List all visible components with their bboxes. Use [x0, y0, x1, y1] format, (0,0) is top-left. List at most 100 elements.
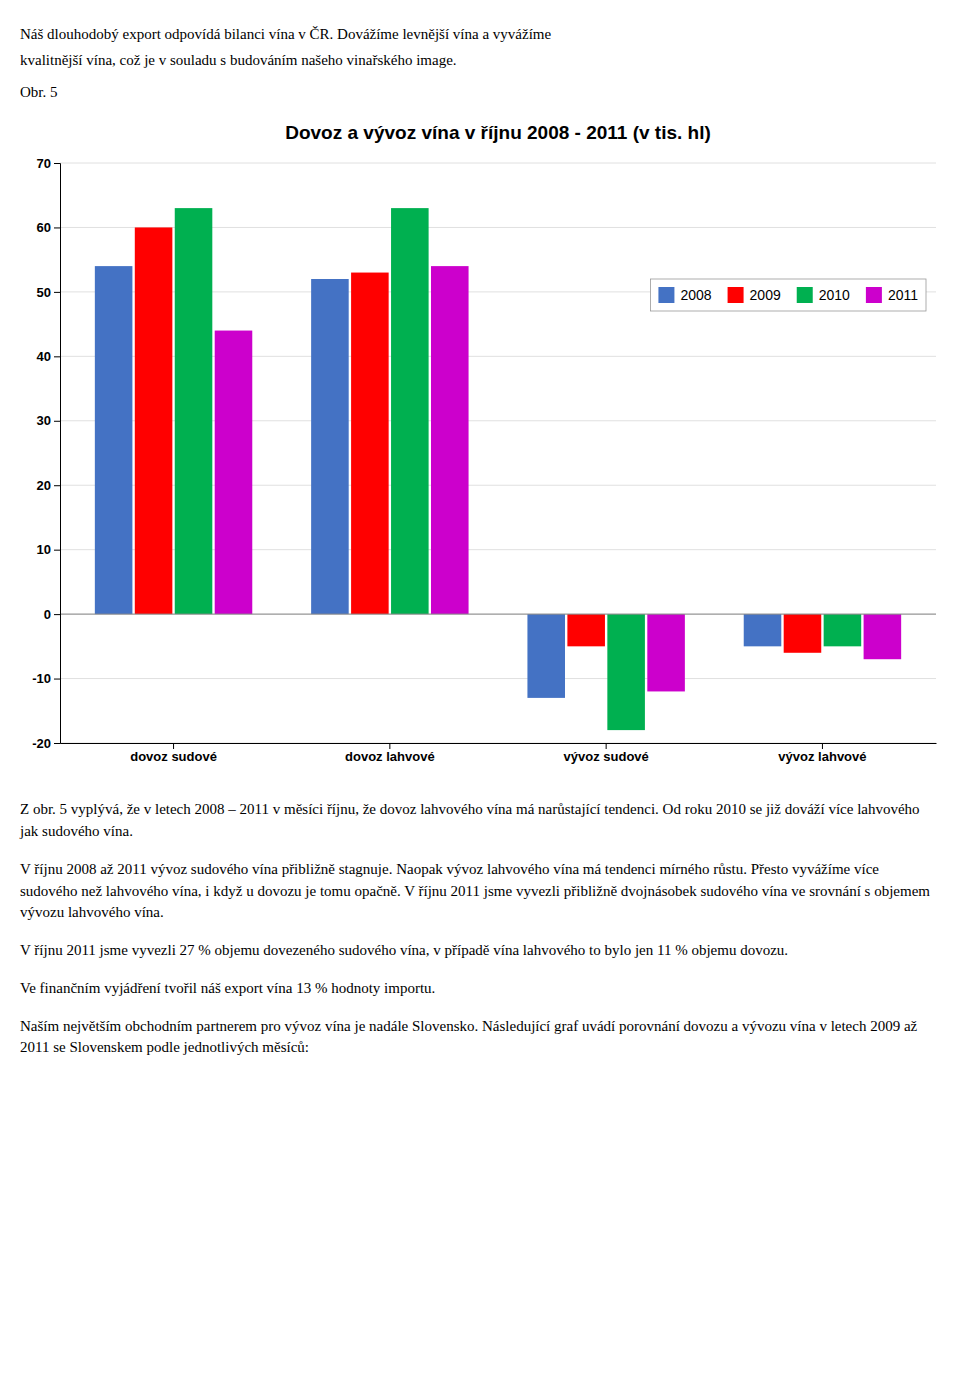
y-tick: 10: [37, 543, 60, 558]
bars: [95, 208, 901, 730]
y-tick-mark: [54, 292, 60, 293]
y-axis: -20 -10 0 10 20 30 40 50 60 70: [32, 156, 60, 751]
y-tick: -10: [32, 671, 60, 686]
y-tick-mark: [54, 614, 60, 615]
plot: -20 -10 0 10 20 30 40 50 60 70 dovoz sudové dovoz l…: [32, 156, 936, 765]
legend-frame: [650, 279, 926, 311]
bar: [215, 331, 253, 615]
x-tick-mark: [389, 743, 390, 749]
legend-item: 2008: [658, 287, 711, 303]
bar: [391, 208, 429, 614]
x-tick: vývoz sudové: [564, 743, 649, 764]
x-tick-mark: [606, 743, 607, 749]
text-above: Náš dlouhodobý export odpovídá bilanci v…: [0, 0, 960, 103]
x-tick: vývoz lahvové: [778, 743, 866, 764]
grid-line: [60, 678, 936, 679]
y-tick-label: 40: [37, 349, 51, 364]
legend-swatch: [728, 287, 744, 303]
paragraph: V říjnu 2008 až 2011 vývoz sudového vína…: [20, 859, 940, 924]
bar: [647, 614, 685, 691]
y-tick-label: 30: [37, 414, 51, 429]
zero-line: [60, 614, 936, 615]
paragraph: Ve finančním vyjádření tvořil náš export…: [20, 978, 940, 1000]
paragraph: kvalitnější vína, což je v souladu s bud…: [20, 50, 940, 72]
bar: [864, 614, 902, 659]
bar-group: [95, 208, 252, 614]
y-tick-label: 60: [37, 220, 51, 235]
legend-swatch: [797, 287, 813, 303]
legend-item: 2011: [866, 287, 918, 303]
x-tick: dovoz lahvové: [345, 743, 435, 764]
bar: [784, 614, 822, 653]
y-tick-mark: [54, 228, 60, 229]
legend-item: 2010: [797, 287, 850, 303]
paragraph: Z obr. 5 vyplývá, že v letech 2008 – 201…: [20, 799, 940, 843]
bar-group: [311, 208, 468, 614]
y-tick: 70: [37, 156, 60, 171]
paragraph: Naším největším obchodním partnerem pro …: [20, 1016, 940, 1060]
x-tick-label: dovoz lahvové: [345, 749, 435, 764]
x-tick-label: dovoz sudové: [130, 749, 217, 764]
y-tick-mark: [54, 485, 60, 486]
y-tick-mark: [54, 550, 60, 551]
y-tick-mark: [54, 163, 60, 164]
x-tick-label: vývoz sudové: [564, 749, 649, 764]
y-tick-label: 20: [37, 478, 51, 493]
paragraph: Náš dlouhodobý export odpovídá bilanci v…: [20, 24, 940, 46]
bar: [175, 208, 213, 614]
y-tick-mark: [54, 357, 60, 358]
y-tick: 20: [37, 478, 60, 493]
legend-swatch: [658, 287, 674, 303]
y-tick-mark: [54, 743, 60, 744]
y-tick-label: 50: [37, 285, 51, 300]
bar: [351, 273, 389, 615]
grid-line: [60, 614, 936, 615]
legend-swatch: [866, 287, 882, 303]
y-tick-label: 10: [37, 543, 51, 558]
chart-container: -20 -10 0 10 20 30 40 50 60 70 dovoz sudové dovoz l…: [0, 107, 960, 791]
paragraph: Obr. 5: [20, 82, 940, 104]
legend: 2008 2009 2010 2011: [650, 279, 926, 311]
y-tick: 0: [44, 607, 60, 622]
grid: [60, 163, 936, 743]
x-tick-mark: [822, 743, 823, 749]
text-below: Z obr. 5 vyplývá, že v letech 2008 – 201…: [0, 791, 960, 1059]
title: Dovoz a vývoz vína v říjnu 2008 - 2011 (…: [285, 122, 711, 143]
bar-group: [527, 614, 684, 730]
y-tick: 30: [37, 414, 60, 429]
y-tick-label: -20: [32, 736, 51, 751]
x-axis: dovoz sudové dovoz lahvové vývoz sudové výv…: [61, 743, 937, 764]
legend-label: 2010: [819, 287, 850, 303]
bar: [567, 614, 605, 646]
bar: [431, 266, 469, 614]
y-tick: 60: [37, 220, 60, 235]
y-tick-label: 70: [37, 156, 51, 171]
bar: [95, 266, 133, 614]
x-axis-line: [61, 743, 937, 744]
y-tick-label: -10: [32, 671, 51, 686]
x-tick: dovoz sudové: [130, 743, 217, 764]
chart: -20 -10 0 10 20 30 40 50 60 70 dovoz sudové dovoz l…: [0, 107, 960, 787]
bar: [135, 228, 173, 615]
y-axis-line: [54, 164, 61, 744]
y-tick: 50: [37, 285, 60, 300]
grid-line: [60, 163, 936, 164]
bar: [607, 614, 645, 730]
x-tick-mark: [173, 743, 174, 749]
legend-label: 2008: [680, 287, 711, 303]
bar: [744, 614, 782, 646]
y-tick-label: 0: [44, 607, 51, 622]
bar: [824, 614, 862, 646]
bar: [311, 279, 349, 614]
bar-group: [744, 614, 901, 659]
bar: [527, 614, 565, 698]
y-tick-mark: [54, 679, 60, 680]
paragraph: V říjnu 2011 jsme vyvezli 27 % objemu do…: [20, 940, 940, 962]
legend-label: 2009: [750, 287, 781, 303]
y-tick: 40: [37, 349, 60, 364]
y-tick: -20: [32, 736, 60, 751]
legend-item: 2009: [728, 287, 781, 303]
y-tick-mark: [54, 421, 60, 422]
legend-label: 2011: [888, 287, 918, 303]
x-tick-label: vývoz lahvové: [778, 749, 866, 764]
